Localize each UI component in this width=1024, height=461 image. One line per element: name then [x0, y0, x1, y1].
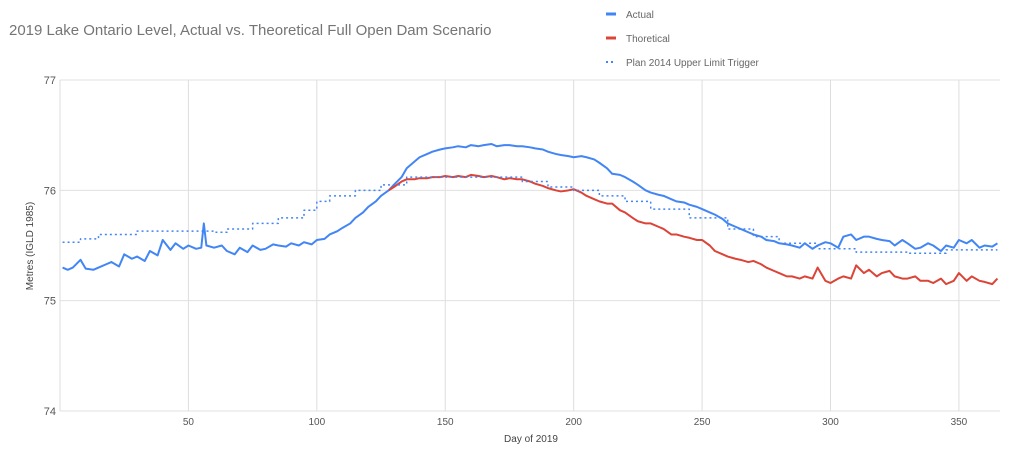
y-tick-label: 77: [44, 75, 56, 87]
x-tick-label: 100: [308, 417, 325, 428]
x-tick-label: 300: [822, 417, 839, 428]
y-tick-label: 74: [44, 406, 56, 418]
series-line-2: [62, 176, 998, 254]
legend-label: Actual: [626, 10, 654, 21]
legend-label: Thoretical: [626, 34, 670, 45]
series-line-1: [388, 173, 999, 286]
y-tick-label: 75: [44, 296, 56, 308]
x-tick-label: 150: [437, 417, 454, 428]
series-line-0: [62, 142, 998, 271]
x-tick-label: 200: [565, 417, 582, 428]
chart-title: 2019 Lake Ontario Level, Actual vs. Theo…: [9, 22, 491, 39]
x-tick-label: 50: [183, 417, 195, 428]
x-tick-label: 350: [951, 417, 968, 428]
x-axis-label: Day of 2019: [504, 434, 558, 445]
x-tick-label: 250: [694, 417, 711, 428]
legend-label: Plan 2014 Upper Limit Trigger: [626, 58, 760, 69]
y-tick-label: 76: [44, 185, 56, 197]
y-axis-label: Metres (IGLD 1985): [25, 202, 36, 290]
